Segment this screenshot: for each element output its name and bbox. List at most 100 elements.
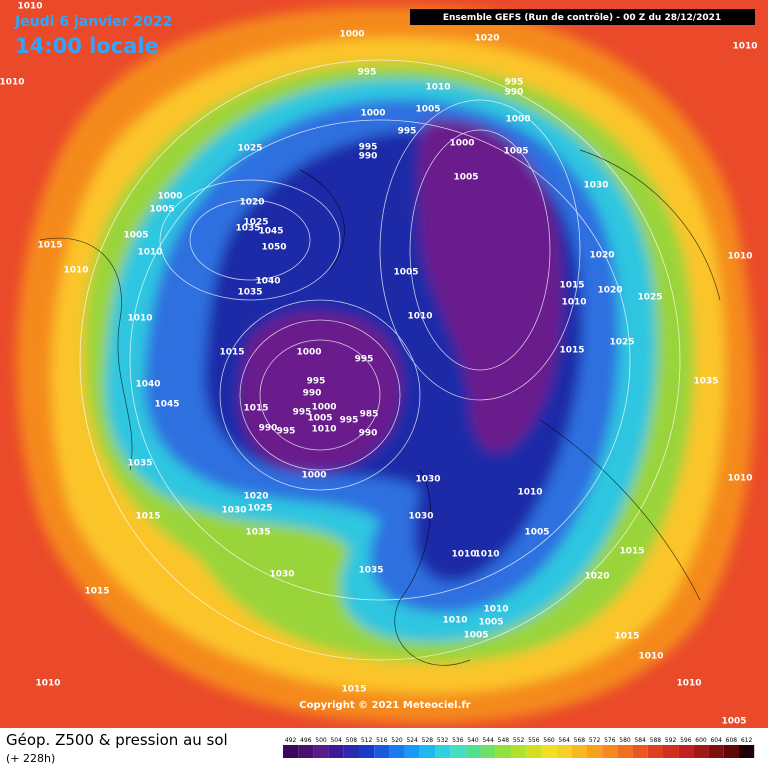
pressure-label: 995 [359,143,378,153]
pressure-label: 1005 [463,631,488,641]
pressure-label: 990 [303,389,322,399]
pressure-label: 1015 [243,404,268,414]
pressure-label: 1045 [154,400,179,410]
pressure-label: 1035 [127,459,152,469]
scale-swatch [419,745,435,758]
pressure-label: 1010 [442,616,467,626]
pressure-label: 1015 [614,632,639,642]
pressure-label: 1020 [589,251,614,261]
pressure-label: 1025 [609,338,634,348]
scale-swatch [328,745,344,758]
scale-label: 576 [604,737,616,744]
pressure-label: 995 [307,377,326,387]
pressure-label: 1005 [393,268,418,278]
pressure-label: 990 [259,424,278,434]
scale-swatch [511,745,527,758]
scale-swatch [632,745,648,758]
scale-label: 524 [406,737,418,744]
scale-swatch [541,745,557,758]
scale-label: 604 [710,737,722,744]
pressure-label: 1010 [311,425,336,435]
scale-swatch [663,745,679,758]
scale-swatch [313,745,329,758]
scale-label: 544 [482,737,494,744]
scale-label: 600 [695,737,707,744]
scale-label: 596 [680,737,692,744]
pressure-label: 1005 [524,528,549,538]
pressure-label: 990 [505,88,524,98]
pressure-label: 1030 [269,570,294,580]
pressure-label: 1005 [307,414,332,424]
pressure-label: 995 [277,427,296,437]
scale-swatch [723,745,739,758]
scale-swatch [359,745,375,758]
map-field [0,0,768,728]
pressure-label: 1015 [559,346,584,356]
pressure-label: 1010 [727,252,752,262]
pressure-label: 1015 [135,512,160,522]
pressure-label: 1000 [296,348,321,358]
scale-swatch [404,745,420,758]
scale-swatch [343,745,359,758]
scale-label: 528 [422,737,434,744]
scale-label: 516 [376,737,388,744]
scale-swatch [450,745,466,758]
pressure-label: 1000 [505,115,530,125]
scale-swatch [480,745,496,758]
scale-label: 496 [300,737,312,744]
pressure-label: 1030 [415,475,440,485]
scale-label: 568 [574,737,586,744]
scale-label: 504 [330,737,342,744]
scale-swatch [617,745,633,758]
pressure-label: 990 [359,152,378,162]
pressure-label: 1010 [727,474,752,484]
pressure-label: 1015 [619,547,644,557]
scale-swatch [556,745,572,758]
run-banner [410,9,755,25]
footer-lead: (+ 228h) [6,752,55,765]
pressure-label: 1020 [597,286,622,296]
pressure-label: 1030 [408,512,433,522]
scale-swatch [708,745,724,758]
scale-label: 520 [391,737,403,744]
scale-swatch [571,745,587,758]
purple-zone-east [418,119,563,453]
scale-swatch [678,745,694,758]
pressure-label: 995 [293,408,312,418]
pressure-label: 1000 [360,109,385,119]
pressure-label: 1010 [561,298,586,308]
pressure-label: 990 [359,429,378,439]
pressure-label: 1010 [35,679,60,689]
pressure-label: 1005 [503,147,528,157]
pressure-label: 1000 [339,30,364,40]
scale-label: 612 [741,737,753,744]
scale-label: 500 [315,737,327,744]
scale-label: 508 [346,737,358,744]
pressure-label: 1035 [237,288,262,298]
color-scale: 492 496 500 504 508 512 516 520 524 528 532 536 540 5… [283,737,755,758]
pressure-label: 1035 [245,528,270,538]
pressure-label: 1010 [638,652,663,662]
pressure-label: 1030 [583,181,608,191]
scale-label: 584 [634,737,646,744]
pressure-label: 1035 [693,377,718,387]
pressure-label: 995 [398,127,417,137]
pressure-label: 1010 [517,488,542,498]
corner-label: 1010 [17,2,42,12]
scale-label: 552 [513,737,525,744]
scale-label: 572 [589,737,601,744]
pressure-label: 1005 [123,231,148,241]
pressure-label: 1000 [449,139,474,149]
pressure-label: 1005 [478,618,503,628]
pressure-label: 1015 [84,587,109,597]
scale-label: 512 [361,737,373,744]
scale-label: 608 [726,737,738,744]
pressure-label: 995 [505,78,524,88]
pressure-label: 1005 [453,173,478,183]
pressure-label: 1015 [37,241,62,251]
pressure-label: 995 [358,68,377,78]
pressure-label: 985 [360,410,379,420]
forecast-date: Jeudi 6 janvier 2022 [14,14,172,30]
